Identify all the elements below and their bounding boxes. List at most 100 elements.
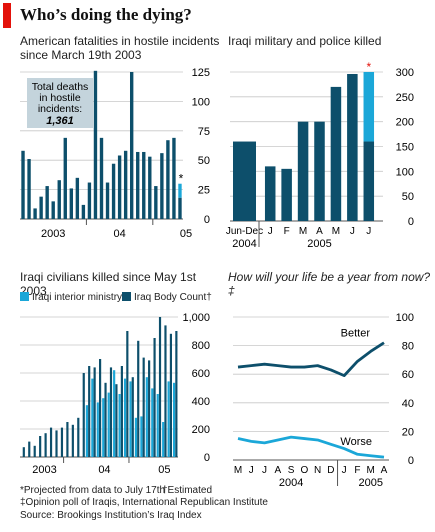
bar-body-count — [39, 436, 42, 457]
bar-body-count — [169, 333, 173, 457]
bar — [81, 204, 86, 219]
bar — [314, 121, 325, 221]
bar — [233, 141, 256, 221]
year-label: 2005 — [358, 477, 382, 489]
x-tick-label: M — [332, 226, 340, 237]
bar-projected — [178, 183, 182, 198]
bar — [347, 73, 358, 221]
bar — [45, 186, 49, 219]
bar-interior-ministry — [91, 378, 94, 457]
bar-interior-ministry — [107, 392, 110, 457]
bar-interior-ministry — [140, 416, 143, 457]
bar — [142, 151, 146, 219]
iraqi-military-title: Iraqi military and police killed — [228, 34, 382, 48]
bar-body-count — [28, 441, 31, 457]
bar-body-count — [137, 340, 140, 457]
footnote-opinion-poll: ‡Opinion poll of Iraqis, International R… — [20, 497, 268, 508]
x-tick-label: S — [288, 465, 295, 476]
year-label: 2004 — [232, 238, 256, 250]
bar — [363, 141, 375, 221]
bar — [111, 163, 116, 219]
x-tick-label: J — [366, 226, 371, 237]
bar-body-count — [22, 447, 25, 457]
annotation-box — [27, 78, 93, 128]
footnote-source: Source: Brookings Institution’s Iraq Ind… — [20, 510, 202, 521]
x-tick-label: 04 — [113, 228, 125, 240]
x-tick-label: Jun-Dec — [226, 226, 263, 237]
y-tick-label: 50 — [402, 191, 414, 203]
y-tick-label: 600 — [192, 368, 210, 380]
bar-body-count — [120, 366, 123, 457]
x-tick-label: A — [381, 465, 388, 476]
legend-iraq-body-count: Iraq Body Count† — [122, 292, 212, 303]
y-tick-label: 0 — [204, 452, 210, 464]
y-tick-label: 60 — [402, 369, 414, 381]
bar-interior-ministry — [96, 402, 99, 457]
bar — [39, 196, 43, 219]
iraqi-civilians-chart: 0 200 400 600 800 1,000 2003 04 05 — [20, 312, 210, 476]
x-tick-label: J — [342, 465, 347, 476]
bar-interior-ministry — [134, 417, 138, 457]
y-tick-label: 100 — [396, 166, 414, 178]
year-label: 2005 — [307, 238, 331, 250]
bar-body-count — [71, 424, 74, 457]
x-tick-label: M — [299, 226, 307, 237]
x-tick-label: J — [350, 226, 355, 237]
us-fatalities-title: American fatalities in hostile incidents… — [20, 34, 220, 62]
iraqi-civilians-title: Iraqi civilians killed since May 1st 200… — [20, 270, 197, 298]
y-tick-label: 300 — [396, 67, 414, 79]
y-tick-label: 40 — [402, 398, 414, 410]
bar — [75, 177, 80, 219]
bar-body-count — [77, 417, 80, 457]
bar-interior-ministry — [151, 388, 154, 457]
bar-interior-ministry — [123, 378, 127, 457]
x-tick-label: 05 — [180, 228, 192, 240]
bar-interior-ministry — [113, 370, 116, 457]
y-tick-label: 800 — [192, 340, 210, 352]
bar-body-count — [153, 338, 156, 457]
bar — [148, 156, 152, 219]
bar — [160, 153, 164, 219]
y-tick-label: 100 — [192, 96, 210, 108]
bar — [93, 70, 98, 219]
bar — [63, 137, 67, 219]
bar — [51, 201, 55, 219]
bar-projected — [363, 72, 375, 142]
footnote-projected: *Projected from data to July 17th — [20, 485, 166, 496]
legend-interior-ministry: Iraqi interior ministry† — [20, 292, 128, 303]
bar — [117, 155, 122, 219]
legend-swatch-light — [20, 292, 29, 301]
bar — [87, 182, 92, 219]
bar — [264, 166, 276, 221]
bar-body-count — [60, 427, 64, 457]
bar-interior-ministry — [145, 377, 148, 457]
x-tick-label: N — [314, 465, 321, 476]
bar — [172, 137, 176, 219]
bar-body-count — [115, 384, 118, 457]
x-tick-label: D — [327, 465, 334, 476]
x-tick-label: M — [234, 465, 242, 476]
bar — [281, 168, 292, 221]
bar — [136, 151, 140, 219]
x-tick-label: J — [249, 465, 254, 476]
line-better — [237, 341, 385, 378]
annotation-value: 1,361 — [46, 115, 74, 127]
legend-label: Iraq Body Count† — [134, 292, 212, 303]
x-tick-label: 04 — [98, 464, 110, 476]
series-label-better: Better — [341, 328, 371, 340]
bar — [69, 188, 74, 219]
asterisk-marker: * — [179, 172, 184, 186]
bar-body-count — [99, 359, 102, 457]
bar-interior-ministry — [129, 381, 132, 457]
y-tick-label: 150 — [396, 142, 414, 154]
y-tick-label: 0 — [204, 214, 210, 226]
bar — [57, 180, 61, 219]
bar-body-count — [142, 357, 145, 457]
bar-body-count — [82, 373, 85, 457]
main-title: Who’s doing the dying? — [20, 5, 192, 24]
bar-body-count — [131, 377, 134, 457]
y-tick-label: 200 — [192, 424, 210, 436]
